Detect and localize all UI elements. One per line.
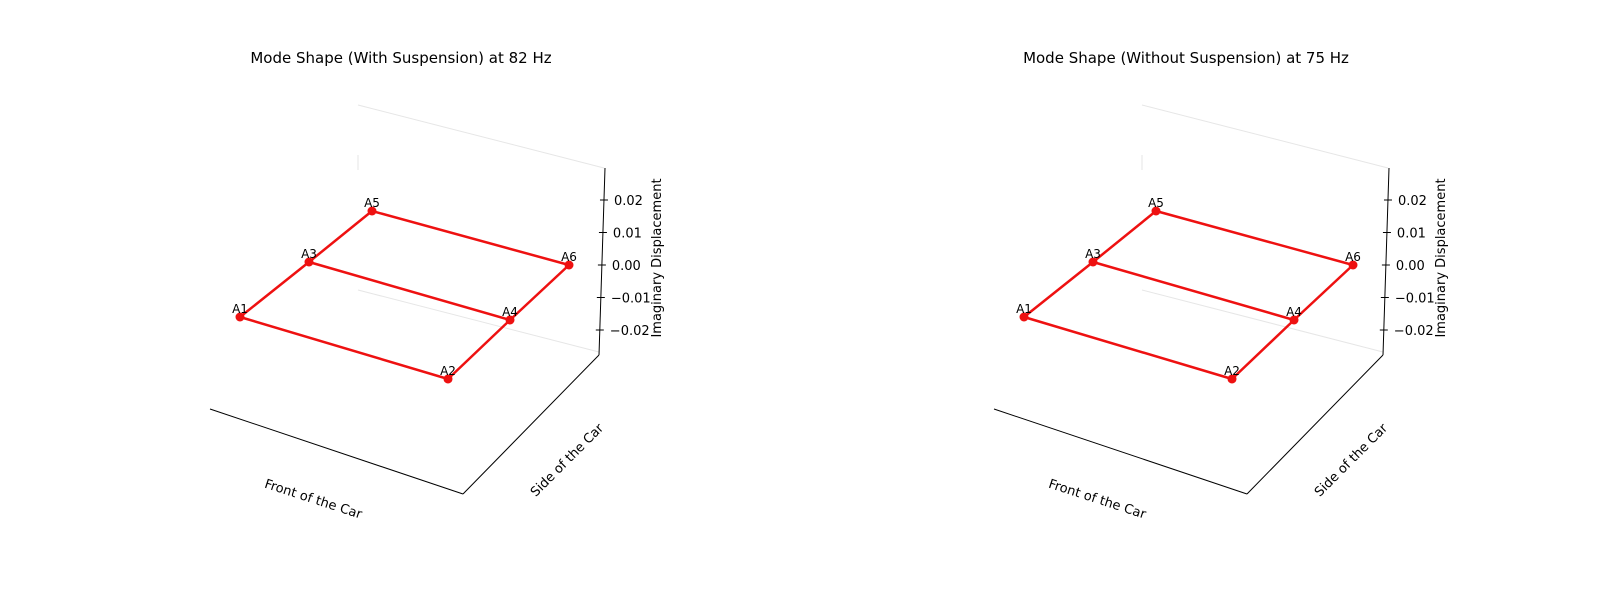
edge-a3-a4 (307, 260, 512, 322)
y-axis-label: Side of the Car (528, 421, 607, 500)
pane-edge-top (1141, 104, 1389, 169)
edge-a3-a5 (307, 209, 374, 264)
z-tick-label: −0.02 (610, 324, 650, 339)
pane-edge-floor (357, 289, 600, 353)
z-tick-label: 0.00 (1396, 259, 1425, 274)
pane-edge-top (357, 104, 605, 169)
edge-a1-a3 (238, 260, 311, 319)
node-label-a5: A5 (1148, 196, 1164, 210)
z-tick-label: 0.02 (1398, 194, 1427, 209)
edge-a5-a6 (370, 209, 571, 267)
node-a1 (1019, 312, 1029, 322)
node-label-a1: A1 (1016, 302, 1032, 316)
z-tick-label: 0.00 (612, 259, 641, 274)
pane-edge-floor (1141, 289, 1384, 353)
node-label-a5: A5 (364, 196, 380, 210)
node-label-a6: A6 (561, 250, 577, 264)
edge-a3-a5 (1091, 209, 1158, 264)
edge-a5-a6 (1154, 209, 1355, 267)
y-axis-label: Side of the Car (1312, 421, 1391, 500)
z-tick-label: 0.02 (614, 194, 643, 209)
edge-a1-a2 (1022, 315, 1234, 381)
y-axis-line (462, 354, 600, 495)
node-label-a2: A2 (1224, 364, 1240, 378)
node-label-a3: A3 (1085, 247, 1101, 261)
edge-a1-a3 (1022, 260, 1095, 319)
node-label-a3: A3 (301, 247, 317, 261)
edge-a1-a2 (238, 315, 450, 381)
node-label-a6: A6 (1345, 250, 1361, 264)
node-label-a4: A4 (1286, 305, 1302, 319)
node-a1 (235, 312, 245, 322)
z-axis-label: Imaginary Displacement (1434, 178, 1449, 337)
node-a4 (1289, 315, 1299, 325)
node-a6 (1348, 260, 1358, 270)
x-axis-line (993, 408, 1248, 495)
chart-title: Mode Shape (Without Suspension) at 75 Hz (1023, 49, 1349, 67)
node-a3 (304, 257, 314, 267)
node-a6 (564, 260, 574, 270)
node-label-a2: A2 (440, 364, 456, 378)
edge-a2-a4 (446, 318, 512, 381)
z-tick-label: −0.01 (611, 292, 651, 307)
z-tick-label: −0.02 (1394, 324, 1434, 339)
chart-title: Mode Shape (With Suspension) at 82 Hz (250, 49, 551, 67)
edge-a4-a6 (508, 263, 571, 322)
edge-a4-a6 (1292, 263, 1355, 322)
z-tick-label: 0.01 (1397, 227, 1426, 242)
subplot-2: Mode Shape (Without Suspension) at 75 Hz… (993, 49, 1449, 523)
x-axis-label: Front of the Car (262, 477, 364, 523)
node-a5 (1151, 206, 1161, 216)
z-axis-label: Imaginary Displacement (650, 178, 665, 337)
node-label-a1: A1 (232, 302, 248, 316)
z-tick-label: 0.01 (613, 227, 642, 242)
node-a3 (1088, 257, 1098, 267)
y-axis-line (1246, 354, 1384, 495)
node-a4 (505, 315, 515, 325)
z-tick-label: −0.01 (1395, 292, 1435, 307)
subplot-1: Mode Shape (With Suspension) at 82 Hz 0.0… (209, 49, 665, 523)
node-a5 (367, 206, 377, 216)
edge-a2-a4 (1230, 318, 1296, 381)
node-a2 (443, 374, 453, 384)
node-a2 (1227, 374, 1237, 384)
x-axis-label: Front of the Car (1046, 477, 1148, 523)
edge-a3-a4 (1091, 260, 1296, 322)
node-label-a4: A4 (502, 305, 518, 319)
z-axis-line (1382, 167, 1390, 356)
x-axis-line (209, 408, 464, 495)
z-axis-line (598, 167, 606, 356)
